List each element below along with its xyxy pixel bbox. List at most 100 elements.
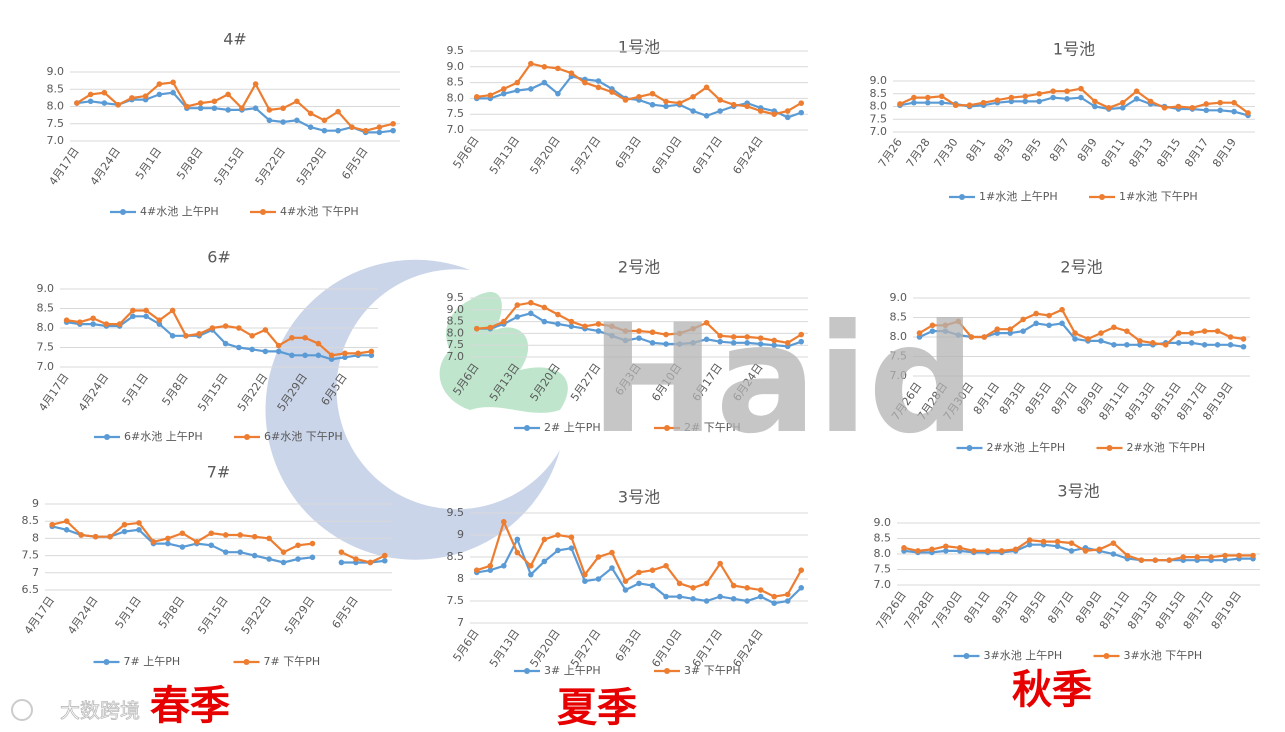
data-point bbox=[771, 337, 777, 344]
y-tick-label: 8.0 bbox=[47, 100, 65, 113]
data-point bbox=[78, 532, 84, 538]
data-point bbox=[994, 97, 1001, 103]
y-tick-label: 7.0 bbox=[870, 125, 888, 138]
data-point bbox=[280, 105, 286, 112]
legend-marker bbox=[103, 659, 110, 665]
data-point bbox=[208, 542, 215, 549]
y-tick-label: 7.0 bbox=[447, 350, 465, 363]
chart-title: 7# bbox=[207, 463, 231, 482]
data-point bbox=[717, 560, 723, 567]
data-point bbox=[262, 348, 269, 355]
x-tick-label: 8月5日 bbox=[1023, 380, 1054, 417]
data-point bbox=[555, 547, 561, 554]
data-point bbox=[771, 342, 777, 349]
data-point bbox=[1245, 110, 1251, 116]
data-point bbox=[280, 549, 287, 555]
data-point bbox=[262, 327, 269, 333]
data-point bbox=[955, 318, 962, 325]
data-point bbox=[1214, 328, 1221, 334]
legend-label: 3#水池 上午PH bbox=[984, 649, 1063, 662]
x-tick-label: 4月24日 bbox=[76, 371, 111, 414]
data-point bbox=[528, 299, 534, 306]
data-point bbox=[541, 64, 548, 70]
legend-marker bbox=[966, 445, 973, 451]
x-tick-label: 8月3日 bbox=[989, 589, 1020, 626]
data-point bbox=[798, 109, 805, 116]
data-point bbox=[353, 556, 359, 562]
y-tick-label: 7.5 bbox=[447, 594, 465, 607]
data-point bbox=[1092, 98, 1098, 105]
data-point bbox=[129, 95, 135, 101]
chart-title: 2号池 bbox=[618, 258, 660, 277]
data-point bbox=[609, 549, 615, 556]
data-point bbox=[622, 587, 629, 593]
data-point bbox=[1020, 328, 1026, 334]
logo-leaf bbox=[439, 291, 568, 413]
x-tick-label: 4月17日 bbox=[22, 594, 57, 637]
legend-marker bbox=[244, 434, 250, 440]
y-tick-label: 8.0 bbox=[890, 330, 908, 343]
data-point bbox=[121, 528, 128, 535]
data-point bbox=[676, 580, 683, 587]
x-tick-label: 5月15日 bbox=[195, 371, 230, 414]
data-point bbox=[676, 593, 683, 600]
source-watermark: 大数跨境 bbox=[11, 698, 140, 723]
data-point bbox=[943, 548, 949, 554]
data-point bbox=[1188, 340, 1195, 346]
x-tick-label: 8月3日 bbox=[997, 380, 1028, 417]
data-point bbox=[501, 90, 507, 97]
data-point bbox=[690, 340, 696, 346]
data-point bbox=[381, 552, 388, 559]
data-point bbox=[150, 539, 157, 545]
watermark-text: Haid bbox=[590, 293, 976, 467]
source-icon bbox=[11, 699, 33, 721]
data-point bbox=[1110, 551, 1117, 557]
data-point bbox=[555, 532, 561, 538]
data-point bbox=[1203, 107, 1210, 114]
data-point bbox=[1175, 103, 1182, 110]
chart-title: 3号池 bbox=[618, 488, 660, 507]
data-point bbox=[307, 110, 314, 117]
data-point bbox=[595, 328, 602, 334]
data-point bbox=[528, 571, 534, 578]
data-point bbox=[1236, 552, 1242, 559]
data-point bbox=[1085, 336, 1091, 342]
data-point bbox=[703, 580, 710, 587]
legend-label: 1#水池 下午PH bbox=[1119, 190, 1198, 203]
data-point bbox=[237, 549, 243, 555]
legend-label: 3# 下午PH bbox=[684, 664, 741, 677]
data-point bbox=[514, 536, 521, 543]
data-point bbox=[225, 91, 231, 98]
x-tick-label: 5月29日 bbox=[282, 594, 317, 637]
data-point bbox=[1214, 342, 1221, 348]
data-point bbox=[1152, 557, 1159, 563]
y-tick-label: 9.5 bbox=[447, 44, 465, 57]
data-point bbox=[897, 101, 903, 107]
data-point bbox=[142, 93, 149, 99]
data-point bbox=[196, 331, 202, 337]
y-tick-label: 7.0 bbox=[874, 578, 892, 591]
data-point bbox=[798, 338, 805, 345]
data-point bbox=[473, 94, 480, 100]
data-point bbox=[622, 578, 629, 584]
x-tick-label: 8月15 bbox=[1154, 136, 1183, 170]
data-point bbox=[730, 582, 737, 589]
data-point bbox=[784, 108, 791, 114]
data-point bbox=[636, 335, 642, 341]
data-point bbox=[911, 94, 917, 101]
data-point bbox=[582, 323, 588, 330]
data-point bbox=[280, 559, 287, 566]
y-tick-label: 9.0 bbox=[447, 60, 465, 73]
data-point bbox=[514, 79, 521, 86]
y-tick-label: 8.5 bbox=[874, 532, 892, 545]
data-point bbox=[984, 548, 991, 554]
data-point bbox=[1020, 316, 1026, 323]
data-point bbox=[798, 331, 805, 338]
data-point bbox=[555, 311, 561, 318]
data-point bbox=[980, 99, 987, 106]
x-tick-label: 7月30 bbox=[932, 136, 961, 170]
data-point bbox=[266, 117, 273, 124]
data-point bbox=[916, 334, 923, 340]
data-point bbox=[307, 124, 314, 130]
data-point bbox=[1098, 338, 1104, 344]
